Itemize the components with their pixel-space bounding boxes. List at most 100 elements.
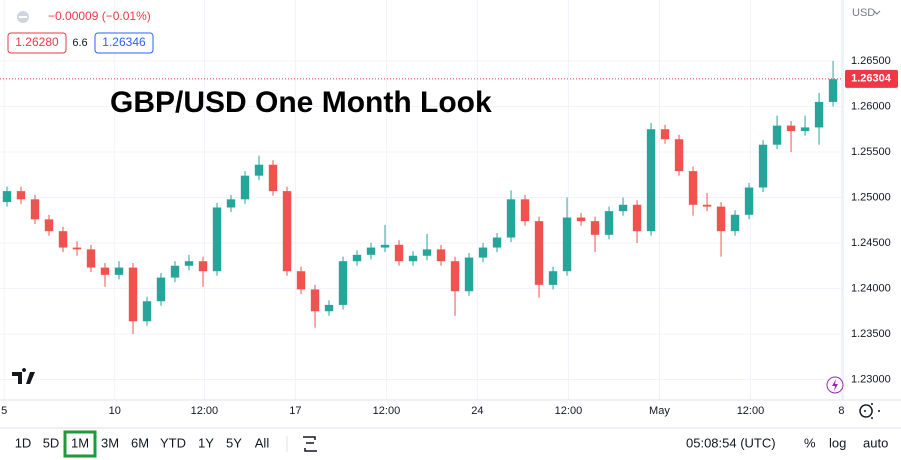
clock: 05:08:54 (UTC) [686,435,776,450]
y-tick-label: 1.24500 [851,237,891,249]
candle-body [58,231,68,248]
range-button[interactable]: 1Y [198,435,214,450]
candle-body [758,144,768,188]
collapse-icon [19,16,27,18]
auto-toggle[interactable]: auto [863,435,888,450]
candle-body [814,101,824,128]
y-tick-label: 1.24000 [851,282,891,294]
log-toggle[interactable]: log [829,435,846,450]
candle-body [30,199,40,220]
candle-body [604,211,614,235]
candle-body [492,237,502,248]
y-tick-label: 1.23000 [851,373,891,385]
candle-body [422,249,432,256]
candle-body [562,217,572,272]
date-range-icon[interactable] [303,436,317,452]
percent-toggle[interactable]: % [804,435,816,450]
range-button[interactable]: 1D [15,435,32,450]
last-price-label: 1.26304 [851,73,892,85]
bolt [832,379,838,391]
candle-body [828,79,838,102]
candle-body [478,247,488,258]
candle-body [730,214,740,232]
title: GBP/USD One Month Look [110,86,492,119]
candle-body [660,129,670,140]
candle-body [744,187,754,215]
x-tick-label: 12:00 [191,405,219,417]
candle-body [16,191,26,200]
candle-body [464,257,474,292]
currency-selector[interactable]: USD [852,7,875,19]
bid-price: 1.26280 [15,35,59,49]
candle-body [408,255,418,262]
candle-body [506,199,516,238]
candle-body [170,265,180,278]
range-button[interactable]: 5Y [226,435,242,450]
candle-body [520,199,530,222]
candle-body [198,261,208,272]
range-button[interactable]: 5D [43,435,60,450]
candle-body [646,129,656,232]
candle-body [184,261,194,266]
y-tick-label: 1.26500 [851,55,891,67]
candle-body [310,289,320,312]
candle-body [772,125,782,145]
candle-body [380,244,390,248]
range-button[interactable]: All [255,435,270,450]
x-tick-label: 17 [289,405,301,417]
candle-body [674,139,684,172]
candle-body [2,191,12,203]
x-tick-label: 12:00 [555,405,583,417]
last-price-box [845,69,898,88]
candle-body [394,244,404,262]
x-tick-label: 5 [1,405,7,417]
candle-body [450,261,460,292]
candle-body [618,204,628,212]
selected-range-box [63,430,97,458]
candle-body [534,221,544,285]
candle-body [268,164,278,192]
candle-body [800,127,810,132]
x-tick-label: 10 [109,405,121,417]
candle-body [338,261,348,305]
bid-box[interactable] [7,32,67,54]
candle-body [296,271,306,290]
x-tick-label: May [649,405,670,417]
settings-icon[interactable] [859,403,880,419]
y-tick-label: 1.23500 [851,328,891,340]
x-tick-label: 8 [838,405,844,417]
candle-body [366,247,376,255]
candle-body [590,221,600,235]
candle-body [86,249,96,268]
candle-body [114,267,124,275]
candle-body [44,219,54,232]
ask-box[interactable] [94,32,154,54]
candle-body [548,271,558,285]
candle-body [716,206,726,232]
price-change: −0.00009 (−0.01%) [48,9,151,23]
candle-body [72,247,82,250]
range-button[interactable]: 6M [131,435,149,450]
candle-body [240,175,250,200]
y-tick-label: 1.25500 [851,146,891,158]
tv-logo [12,368,35,384]
candle-body [142,301,152,322]
chevron [873,10,881,15]
range-button[interactable]: YTD [160,435,186,450]
candle-body [632,204,642,232]
candle-body [688,171,698,205]
range-button[interactable]: 3M [101,435,119,450]
candle-body [324,304,334,312]
range-button[interactable]: 1M [71,435,89,450]
ask-price: 1.26346 [102,35,146,49]
y-tick-label: 1.25000 [851,191,891,203]
y-tick-label: 1.26000 [851,100,891,112]
candle-body [254,164,264,176]
candle-body [212,207,222,272]
candle-body [576,217,586,222]
candle-body [100,267,110,275]
candle-body [352,254,362,262]
candle-body [702,204,712,207]
